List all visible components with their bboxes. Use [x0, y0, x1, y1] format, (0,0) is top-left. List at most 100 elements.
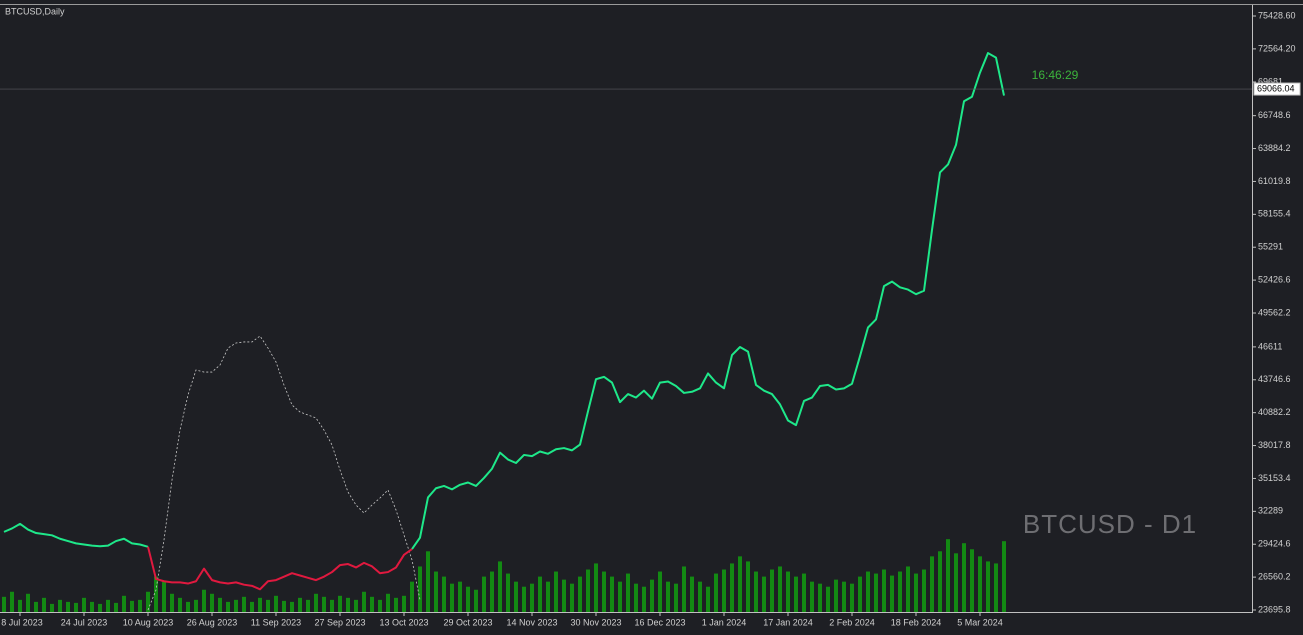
volume-bar: [146, 591, 150, 612]
volume-bar: [450, 583, 454, 612]
chart-title: BTCUSD,Daily: [5, 6, 65, 16]
x-tick-label: 2 Feb 2024: [829, 617, 875, 627]
volume-bar: [290, 601, 294, 612]
volume-bar: [698, 581, 702, 612]
volume-bar: [354, 599, 358, 612]
price-label-box: [1253, 82, 1301, 96]
x-tick-label: 11 Sep 2023: [251, 617, 301, 627]
x-tick-label: 26 Aug 2023: [187, 617, 238, 627]
volume-bar: [530, 583, 534, 612]
volume-bar: [946, 539, 950, 612]
volume-bar: [546, 581, 550, 612]
volume-bar: [554, 571, 558, 612]
volume-bar: [34, 601, 38, 612]
volume-bar: [2, 596, 6, 612]
volume-bar: [970, 549, 974, 612]
volume-bar: [194, 599, 198, 612]
volume-bar: [386, 593, 390, 612]
volume-bar: [762, 576, 766, 612]
y-tick-label: 23695.8: [1258, 604, 1291, 614]
volume-bar: [18, 599, 22, 612]
volume-bar: [514, 581, 518, 612]
x-tick-label: 14 Nov 2023: [506, 617, 557, 627]
volume-bar: [634, 583, 638, 612]
y-tick-label: 46611: [1258, 341, 1282, 351]
volume-bar: [98, 603, 102, 612]
volume-bar: [810, 581, 814, 612]
volume-bar: [186, 601, 190, 612]
x-tick-label: 1 Jan 2024: [702, 617, 747, 627]
volume-bar: [522, 586, 526, 612]
volume-bar: [682, 566, 686, 612]
volume-bar: [882, 569, 886, 612]
price-line: [3, 52, 1005, 550]
volume-bar: [266, 599, 270, 612]
volume-bar: [690, 576, 694, 612]
volume-bar: [58, 599, 62, 612]
volume-bar: [298, 597, 302, 612]
y-tick-label: 40882.2: [1258, 407, 1291, 417]
price-label: 69066.04: [1257, 83, 1295, 93]
volume-bar: [66, 601, 70, 612]
volume-bar: [770, 569, 774, 612]
y-tick-label: 66748.6: [1258, 110, 1291, 120]
volume-bar: [754, 571, 758, 612]
volume-bar: [402, 595, 406, 612]
volume-bar: [226, 601, 230, 612]
volume-bar: [506, 573, 510, 612]
volume-bar: [442, 576, 446, 612]
watermark: BTCUSD - D1: [1023, 509, 1197, 539]
volume-bar: [562, 579, 566, 612]
y-tick-label: 43746.6: [1258, 374, 1291, 384]
volume-bar: [218, 597, 222, 612]
volume-bar: [538, 576, 542, 612]
volume-bar: [50, 603, 54, 612]
volume-bar: [738, 556, 742, 612]
volume-bar: [938, 551, 942, 612]
volume-bar: [674, 583, 678, 612]
volume-bar: [850, 583, 854, 612]
volume-bar: [650, 579, 654, 612]
volume-bar: [578, 576, 582, 612]
volume-bar: [74, 602, 78, 612]
volume-bar: [794, 576, 798, 612]
volume-bar: [410, 581, 414, 612]
y-tick-label: 61019.8: [1258, 176, 1291, 186]
volume-bar: [594, 563, 598, 612]
volume-bar: [114, 602, 118, 612]
volume-bar: [978, 556, 982, 612]
volume-bar: [986, 561, 990, 612]
volume-bar: [714, 573, 718, 612]
y-tick-label: 55291: [1258, 242, 1283, 252]
volume-bar: [618, 581, 622, 612]
volume-bar: [274, 595, 278, 612]
x-tick-label: 27 Sep 2023: [314, 617, 365, 627]
volume-bar: [818, 583, 822, 612]
y-tick-label: 29424.6: [1258, 539, 1291, 549]
volume-bar: [210, 593, 214, 612]
volume-bar: [122, 595, 126, 612]
volume-bar: [490, 571, 494, 612]
volume-bar: [642, 586, 646, 612]
volume-bar: [314, 593, 318, 612]
volume-bar: [834, 579, 838, 612]
x-tick-label: 8 Jul 2023: [1, 617, 43, 627]
volume-bar: [954, 553, 958, 612]
volume-bar: [858, 576, 862, 612]
volume-bar: [170, 593, 174, 612]
x-tick-label: 29 Oct 2023: [443, 617, 492, 627]
volume-bar: [322, 596, 326, 612]
volume-bar: [426, 551, 430, 612]
x-tick-label: 13 Oct 2023: [379, 617, 428, 627]
volume-bar: [994, 563, 998, 612]
y-tick-label: 26560.2: [1258, 571, 1291, 581]
volume-bar: [362, 591, 366, 612]
y-tick-label: 58155.4: [1258, 209, 1291, 219]
volume-bar: [474, 589, 478, 612]
volume-bar: [346, 597, 350, 612]
volume-bar: [1002, 541, 1006, 612]
volume-bar: [10, 591, 14, 612]
volume-bar: [242, 596, 246, 612]
volume-bar: [234, 599, 238, 612]
